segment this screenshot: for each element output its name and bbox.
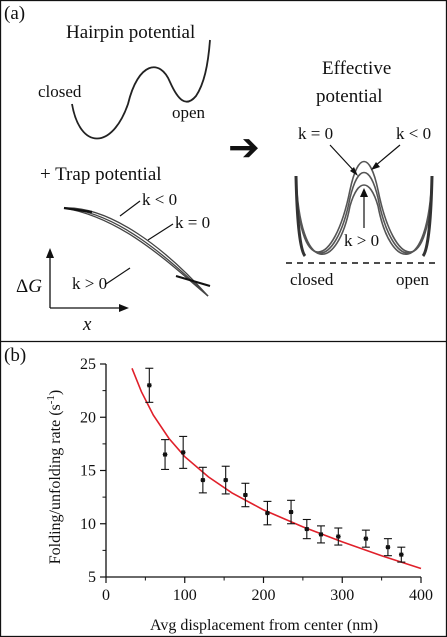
data-point — [287, 499, 296, 525]
trap-title: + Trap potential — [40, 164, 162, 185]
point-marker — [265, 511, 270, 516]
y-tick-label: 5 — [88, 569, 96, 586]
eff-pointer-k-neg — [374, 144, 401, 167]
trap-potential-curves — [63, 206, 211, 297]
y-axis-arrowhead-icon — [46, 248, 54, 258]
hairpin-closed-label: closed — [38, 82, 82, 101]
point-marker — [304, 527, 309, 532]
effective-closed-label: closed — [290, 270, 334, 289]
point-marker — [163, 452, 168, 457]
eff-arrowhead-k-neg-icon — [371, 162, 380, 170]
effective-right-wall — [421, 175, 434, 257]
data-point — [179, 435, 188, 469]
eff-arrowhead-k-pos-icon — [360, 188, 368, 197]
point-marker — [147, 383, 152, 388]
eff-arrowhead-k-zero-icon — [350, 167, 358, 176]
fit-curve — [131, 368, 422, 570]
effective-left-wall — [294, 175, 307, 257]
eff-pointer-k-zero — [329, 144, 356, 173]
hairpin-potential-curve — [71, 39, 211, 140]
data-point — [383, 538, 392, 557]
plot-axes — [105, 364, 421, 578]
effective-title-line1: Effective — [322, 58, 391, 79]
data-point — [397, 546, 406, 563]
x-tick-label: 200 — [252, 587, 276, 604]
x-tick-label: 300 — [330, 587, 354, 604]
trap-curve-k-neg — [63, 207, 209, 297]
point-marker — [385, 545, 390, 550]
panel-b: (b) Folding/unfolding rate (s-1) Avg dis… — [4, 345, 433, 634]
effective-label-k-pos: k > 0 — [344, 231, 379, 250]
delta-g-label: ΔG — [16, 276, 42, 297]
effective-curve-k-pos — [295, 175, 433, 256]
point-marker — [363, 536, 368, 541]
trap-pointer-k-pos — [105, 267, 131, 285]
point-marker — [289, 510, 294, 515]
effective-label-k-zero: k = 0 — [298, 124, 333, 143]
trap-label-k-neg: k < 0 — [142, 190, 177, 209]
data-point — [161, 439, 170, 470]
data-point — [221, 465, 230, 495]
fit-curve-layer — [131, 368, 422, 570]
hairpin-open-label: open — [172, 103, 206, 122]
y-tick-label: 20 — [80, 409, 96, 426]
point-marker — [223, 478, 228, 483]
data-points-layer — [145, 367, 406, 563]
trap-pointer-k-neg — [119, 200, 141, 217]
y-tick-label: 15 — [80, 463, 96, 480]
data-point — [263, 500, 272, 526]
x-axis-title: Avg displacement from center (nm) — [150, 617, 378, 634]
panel-a-label: (a) — [4, 3, 25, 24]
y-tick-label: 25 — [80, 356, 96, 373]
data-point — [145, 367, 154, 403]
x-axis-var-label: x — [82, 314, 92, 335]
plot-ticks: 0 100 200 300 400 5 10 15 20 25 — [80, 356, 433, 604]
x-tick-label: 100 — [173, 587, 197, 604]
point-marker — [399, 552, 404, 557]
effective-label-k-neg: k < 0 — [396, 124, 431, 143]
y-axis-title: Folding/unfolding rate (s-1) — [45, 390, 64, 564]
trap-label-k-zero: k = 0 — [175, 213, 210, 232]
energy-axes — [46, 248, 129, 312]
x-tick-label: 400 — [409, 587, 433, 604]
data-point — [241, 482, 250, 508]
x-axis-arrowhead-icon — [119, 304, 129, 312]
point-marker — [243, 492, 248, 497]
data-point — [361, 529, 370, 548]
trap-label-k-pos: k > 0 — [72, 274, 107, 293]
x-tick-label: 0 — [102, 587, 110, 604]
point-marker — [200, 478, 205, 483]
data-point — [302, 518, 311, 540]
effective-open-label: open — [396, 270, 430, 289]
trap-pointer-k-zero — [147, 223, 174, 241]
hairpin-title: Hairpin potential — [66, 22, 195, 43]
trap-curve-right-end — [175, 274, 211, 288]
effective-title-line2: potential — [316, 86, 382, 107]
data-point — [198, 466, 207, 494]
point-marker — [336, 534, 341, 539]
panel-a: (a) Hairpin potential closed open + Trap… — [4, 3, 440, 335]
right-arrow-icon: ➔ — [228, 125, 260, 169]
effective-potential-curves — [294, 160, 434, 257]
y-tick-label: 10 — [80, 516, 96, 533]
panel-b-label: (b) — [4, 345, 26, 366]
data-point — [334, 527, 343, 546]
trap-curve-left-end — [63, 206, 93, 214]
trap-curve-k-pos — [63, 207, 209, 297]
point-marker — [181, 450, 186, 455]
point-marker — [318, 532, 323, 537]
data-point — [316, 525, 325, 544]
